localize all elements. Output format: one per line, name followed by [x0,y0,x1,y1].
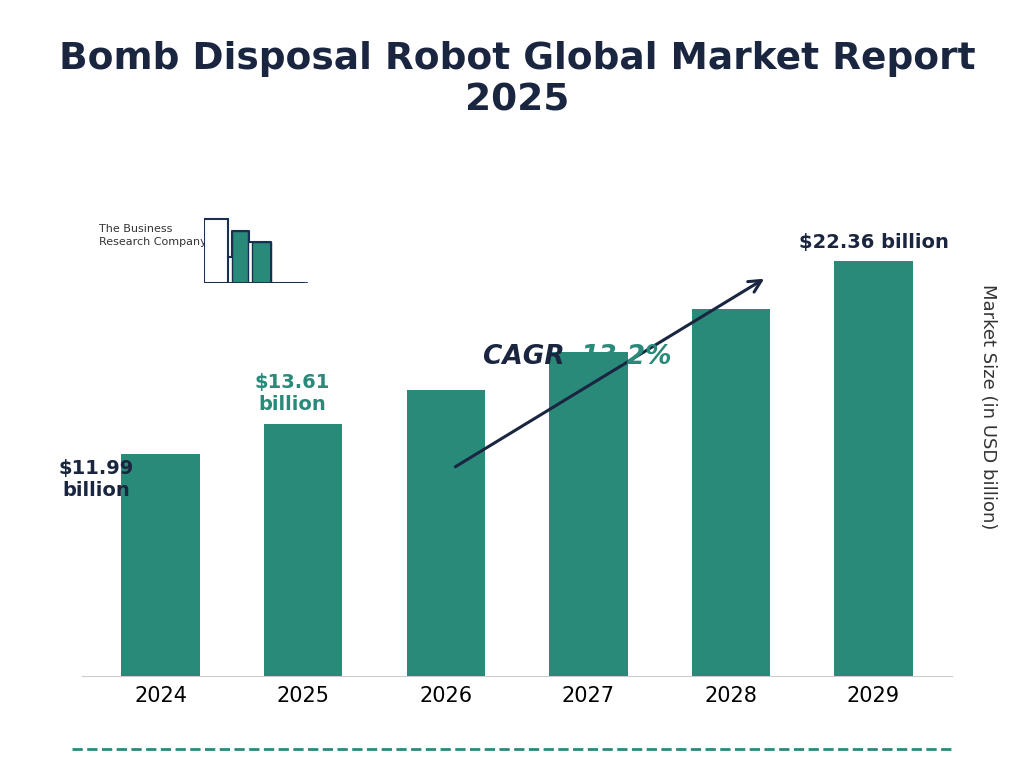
Title: Bomb Disposal Robot Global Market Report
2025: Bomb Disposal Robot Global Market Report… [58,41,976,118]
Text: The Business
Research Company: The Business Research Company [99,224,207,247]
Text: CAGR: CAGR [483,344,574,370]
Bar [835,261,912,676]
Bar [122,454,200,676]
Bar [407,389,485,676]
Bar [692,309,770,676]
Text: $22.36 billion: $22.36 billion [799,233,948,252]
Text: Market Size (in USD billion): Market Size (in USD billion) [979,284,997,530]
Bar [264,423,342,676]
Text: $11.99
billion: $11.99 billion [59,459,134,500]
Text: $13.61
billion: $13.61 billion [254,373,330,414]
Bar [549,352,628,676]
Text: 13.2%: 13.2% [582,344,673,370]
